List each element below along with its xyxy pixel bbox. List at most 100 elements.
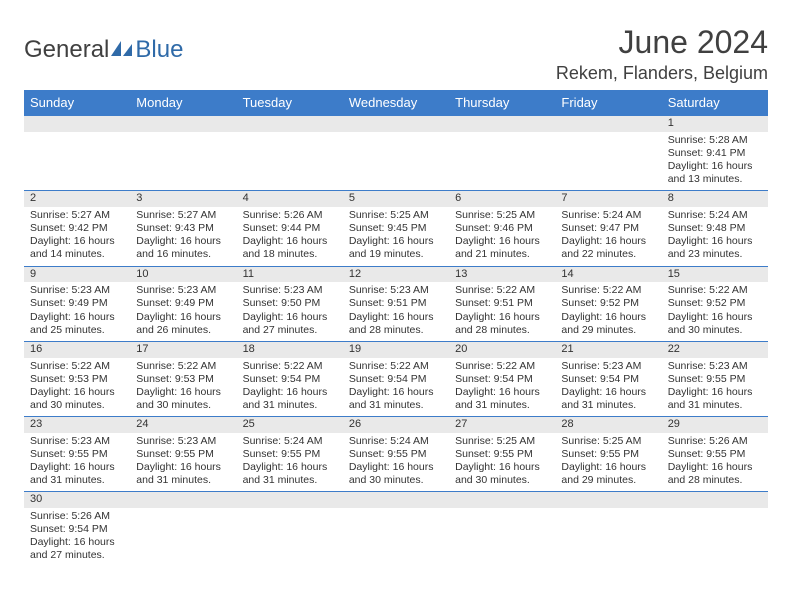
day-number-bar: 27 bbox=[449, 416, 555, 433]
weekday-header: Monday bbox=[130, 90, 236, 115]
daylight-line-label: Daylight: bbox=[455, 235, 499, 247]
day-body: Sunrise: 5:22 AMSunset: 9:53 PMDaylight:… bbox=[130, 358, 236, 417]
sunrise-line-label: Sunrise: bbox=[30, 284, 71, 296]
sunset-line: Sunset: 9:49 PM bbox=[30, 297, 124, 310]
location: Rekem, Flanders, Belgium bbox=[556, 63, 768, 84]
sunrise-line: Sunrise: 5:23 AM bbox=[136, 435, 230, 448]
sunrise-line-value: 5:25 AM bbox=[390, 209, 429, 221]
daylight-line: Daylight: 16 hours and 31 minutes. bbox=[561, 386, 655, 412]
calendar-cell: 24Sunrise: 5:23 AMSunset: 9:55 PMDayligh… bbox=[130, 416, 236, 491]
day-number: 23 bbox=[30, 418, 42, 430]
day-number-bar: 28 bbox=[555, 416, 661, 433]
sunset-line-value: 9:55 PM bbox=[175, 448, 214, 460]
weekday-header-row: SundayMondayTuesdayWednesdayThursdayFrid… bbox=[24, 90, 768, 115]
day-body: Sunrise: 5:23 AMSunset: 9:55 PMDaylight:… bbox=[24, 433, 130, 492]
calendar-cell-empty bbox=[555, 115, 661, 190]
day-number-bar: 4 bbox=[237, 190, 343, 207]
daylight-line: Daylight: 16 hours and 19 minutes. bbox=[349, 235, 443, 261]
sunset-line: Sunset: 9:55 PM bbox=[243, 448, 337, 461]
sunrise-line: Sunrise: 5:24 AM bbox=[668, 209, 762, 222]
day-number-bar: 5 bbox=[343, 190, 449, 207]
daylight-line-label: Daylight: bbox=[455, 461, 499, 473]
sunrise-line-value: 5:23 AM bbox=[390, 284, 429, 296]
daylight-line: Daylight: 16 hours and 27 minutes. bbox=[30, 536, 124, 562]
sunrise-line: Sunrise: 5:23 AM bbox=[668, 360, 762, 373]
calendar-cell-empty bbox=[343, 115, 449, 190]
sunset-line: Sunset: 9:55 PM bbox=[30, 448, 124, 461]
day-number: 30 bbox=[30, 493, 42, 505]
daylight-line-label: Daylight: bbox=[30, 235, 74, 247]
sunrise-line-value: 5:22 AM bbox=[497, 360, 536, 372]
sunset-line-value: 9:48 PM bbox=[706, 222, 745, 234]
sunset-line-label: Sunset: bbox=[349, 448, 388, 460]
daylight-line: Daylight: 16 hours and 26 minutes. bbox=[136, 311, 230, 337]
daylight-line-label: Daylight: bbox=[136, 386, 180, 398]
calendar-cell: 12Sunrise: 5:23 AMSunset: 9:51 PMDayligh… bbox=[343, 266, 449, 341]
sunset-line-label: Sunset: bbox=[30, 297, 69, 309]
sunrise-line: Sunrise: 5:25 AM bbox=[455, 435, 549, 448]
daylight-line-label: Daylight: bbox=[30, 386, 74, 398]
daylight-line-label: Daylight: bbox=[243, 311, 287, 323]
day-number-bar: 25 bbox=[237, 416, 343, 433]
sunset-line: Sunset: 9:51 PM bbox=[349, 297, 443, 310]
calendar-cell-empty bbox=[130, 491, 236, 566]
sunrise-line-value: 5:27 AM bbox=[71, 209, 110, 221]
sunrise-line: Sunrise: 5:22 AM bbox=[349, 360, 443, 373]
calendar-cell: 2Sunrise: 5:27 AMSunset: 9:42 PMDaylight… bbox=[24, 190, 130, 265]
sunset-line-value: 9:46 PM bbox=[494, 222, 533, 234]
daylight-line: Daylight: 16 hours and 31 minutes. bbox=[668, 386, 762, 412]
day-number: 24 bbox=[136, 418, 148, 430]
day-number-bar: 19 bbox=[343, 341, 449, 358]
daylight-line-label: Daylight: bbox=[136, 235, 180, 247]
sunrise-line: Sunrise: 5:25 AM bbox=[561, 435, 655, 448]
daylight-line: Daylight: 16 hours and 28 minutes. bbox=[668, 461, 762, 487]
calendar-cell: 14Sunrise: 5:22 AMSunset: 9:52 PMDayligh… bbox=[555, 266, 661, 341]
daylight-line: Daylight: 16 hours and 21 minutes. bbox=[455, 235, 549, 261]
day-number: 19 bbox=[349, 343, 361, 355]
daylight-line-label: Daylight: bbox=[561, 311, 605, 323]
day-number-bar: 17 bbox=[130, 341, 236, 358]
sunset-line-value: 9:54 PM bbox=[281, 373, 320, 385]
sunset-line: Sunset: 9:53 PM bbox=[136, 373, 230, 386]
day-number-bar: 8 bbox=[662, 190, 768, 207]
sunset-line-label: Sunset: bbox=[136, 373, 175, 385]
calendar-cell: 30Sunrise: 5:26 AMSunset: 9:54 PMDayligh… bbox=[24, 491, 130, 566]
day-number-bar: 21 bbox=[555, 341, 661, 358]
daylight-line-label: Daylight: bbox=[349, 461, 393, 473]
sunset-line-value: 9:44 PM bbox=[281, 222, 320, 234]
calendar-row: 9 Sunrise: 5:23 AM Sunset: 9:49 PM Daylight… bbox=[24, 266, 768, 341]
sunrise-line-label: Sunrise: bbox=[349, 435, 390, 447]
weekday-header: Tuesday bbox=[237, 90, 343, 115]
sunset-line-label: Sunset: bbox=[668, 448, 707, 460]
day-body: Sunrise: 5:27 AMSunset: 9:43 PMDaylight:… bbox=[130, 207, 236, 266]
sunrise-line: Sunrise: 5:27 AM bbox=[30, 209, 124, 222]
calendar-cell: 5Sunrise: 5:25 AMSunset: 9:45 PMDaylight… bbox=[343, 190, 449, 265]
sunset-line-value: 9:55 PM bbox=[387, 448, 426, 460]
daylight-line: Daylight: 16 hours and 22 minutes. bbox=[561, 235, 655, 261]
day-number: 9 bbox=[30, 268, 36, 280]
daylight-line: Daylight: 16 hours and 18 minutes. bbox=[243, 235, 337, 261]
calendar-cell: 28Sunrise: 5:25 AMSunset: 9:55 PMDayligh… bbox=[555, 416, 661, 491]
day-number-bar: 16 bbox=[24, 341, 130, 358]
day-number-bar: 20 bbox=[449, 341, 555, 358]
sunset-line-label: Sunset: bbox=[136, 448, 175, 460]
sunset-line-value: 9:54 PM bbox=[600, 373, 639, 385]
sunrise-line: Sunrise: 5:24 AM bbox=[349, 435, 443, 448]
sunrise-line-value: 5:27 AM bbox=[178, 209, 217, 221]
sunset-line: Sunset: 9:50 PM bbox=[243, 297, 337, 310]
calendar-cell: 21Sunrise: 5:23 AMSunset: 9:54 PMDayligh… bbox=[555, 341, 661, 416]
sunset-line-label: Sunset: bbox=[30, 523, 69, 535]
sunrise-line: Sunrise: 5:24 AM bbox=[243, 435, 337, 448]
sunrise-line-value: 5:24 AM bbox=[709, 209, 748, 221]
sunrise-line: Sunrise: 5:22 AM bbox=[243, 360, 337, 373]
weekday-header: Friday bbox=[555, 90, 661, 115]
day-number-bar bbox=[662, 491, 768, 508]
sunrise-line: Sunrise: 5:22 AM bbox=[30, 360, 124, 373]
calendar-row: 16Sunrise: 5:22 AMSunset: 9:53 PMDayligh… bbox=[24, 341, 768, 416]
sunrise-line-value: 5:24 AM bbox=[603, 209, 642, 221]
calendar-cell: 16Sunrise: 5:22 AMSunset: 9:53 PMDayligh… bbox=[24, 341, 130, 416]
sunset-line-label: Sunset: bbox=[668, 373, 707, 385]
sunrise-line-label: Sunrise: bbox=[349, 360, 390, 372]
calendar-body: 1Sunrise: 5:28 AMSunset: 9:41 PMDaylight… bbox=[24, 115, 768, 567]
calendar-cell: 25Sunrise: 5:24 AMSunset: 9:55 PMDayligh… bbox=[237, 416, 343, 491]
